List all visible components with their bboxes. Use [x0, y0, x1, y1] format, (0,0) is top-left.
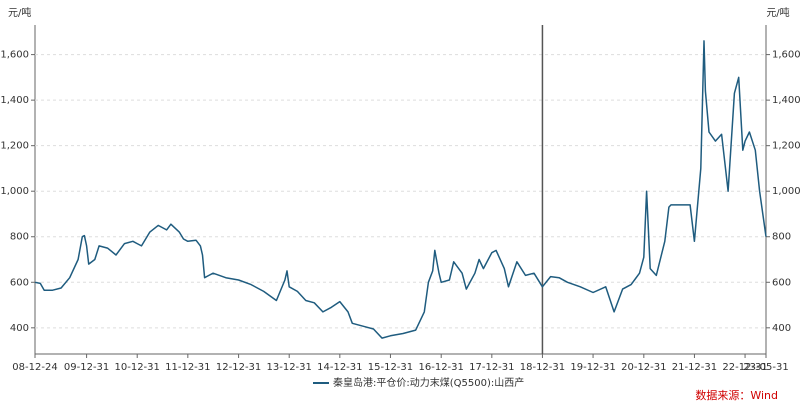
y2-tick-label: 800 — [772, 232, 791, 243]
y-tick-label: 1,600 — [0, 50, 29, 61]
x-tick-label: 22-12-31 — [722, 362, 767, 373]
y-tick-label: 1,400 — [0, 95, 29, 106]
x-tick-label: 08-12-24 — [12, 362, 57, 373]
x-tick-label: 20-12-31 — [621, 362, 666, 373]
x-tick-label: 23-05-31 — [743, 362, 788, 373]
y-unit-left: 元/吨 — [8, 6, 31, 19]
source: 数据来源：Wind — [695, 388, 778, 402]
y-tick-label: 600 — [10, 277, 29, 288]
x-tick-label: 11-12-31 — [165, 362, 210, 373]
y2-tick-label: 1,000 — [772, 186, 800, 197]
y-tick-label: 1,200 — [0, 141, 29, 152]
x-tick-label: 12-12-31 — [216, 362, 261, 373]
legend-label: 秦皇岛港:平仓价:动力末煤(Q5500):山西产 — [333, 376, 524, 389]
x-tick-label: 21-12-31 — [672, 362, 717, 373]
y2-tick-label: 400 — [772, 323, 791, 334]
y2-tick-label: 1,600 — [772, 50, 800, 61]
y2-tick-label: 1,200 — [772, 141, 800, 152]
y2-tick-label: 1,400 — [772, 95, 800, 106]
x-tick-label: 16-12-31 — [419, 362, 464, 373]
x-tick-label: 14-12-31 — [317, 362, 362, 373]
y-tick-label: 400 — [10, 323, 29, 334]
y-tick-label: 800 — [10, 232, 29, 243]
x-tick-label: 19-12-31 — [570, 362, 615, 373]
x-tick-label: 09-12-31 — [64, 362, 109, 373]
y-tick-label: 1,000 — [0, 186, 29, 197]
y-unit-right: 元/吨 — [766, 6, 789, 19]
x-tick-label: 13-12-31 — [267, 362, 312, 373]
x-tick-label: 18-12-31 — [520, 362, 565, 373]
x-tick-label: 15-12-31 — [368, 362, 413, 373]
series-line — [34, 40, 767, 339]
x-tick-label: 17-12-31 — [469, 362, 514, 373]
x-tick-label: 10-12-31 — [115, 362, 160, 373]
y2-tick-label: 600 — [772, 277, 791, 288]
